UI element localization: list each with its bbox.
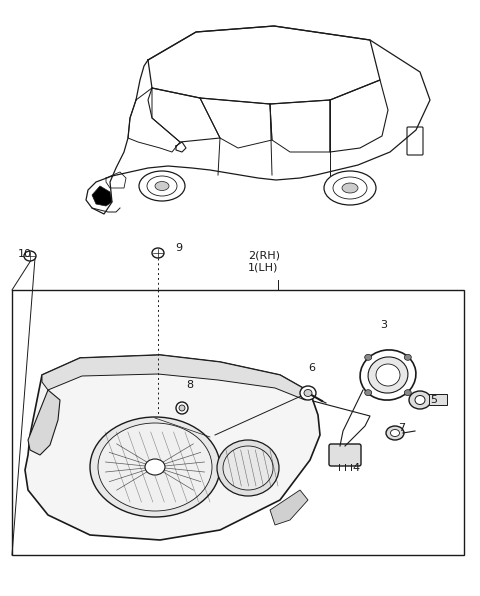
- Polygon shape: [92, 186, 112, 206]
- Ellipse shape: [404, 390, 411, 396]
- Ellipse shape: [139, 171, 185, 201]
- Text: 8: 8: [186, 380, 193, 390]
- Polygon shape: [25, 355, 320, 540]
- FancyBboxPatch shape: [329, 444, 361, 466]
- Ellipse shape: [217, 440, 279, 496]
- Ellipse shape: [145, 459, 165, 475]
- Ellipse shape: [376, 364, 400, 386]
- Ellipse shape: [391, 430, 399, 436]
- Ellipse shape: [415, 396, 425, 405]
- Ellipse shape: [304, 390, 312, 396]
- Text: 5: 5: [430, 395, 437, 405]
- Text: 7: 7: [398, 423, 405, 433]
- Ellipse shape: [333, 177, 367, 199]
- Ellipse shape: [152, 248, 164, 258]
- Ellipse shape: [342, 183, 358, 193]
- Ellipse shape: [365, 390, 372, 396]
- Ellipse shape: [404, 355, 411, 361]
- Ellipse shape: [147, 176, 177, 196]
- FancyBboxPatch shape: [429, 394, 447, 405]
- Polygon shape: [270, 490, 308, 525]
- Ellipse shape: [98, 423, 212, 511]
- Ellipse shape: [300, 386, 316, 400]
- FancyBboxPatch shape: [407, 127, 423, 155]
- Text: 10: 10: [18, 249, 32, 259]
- Text: 2(RH): 2(RH): [248, 251, 280, 261]
- Ellipse shape: [176, 402, 188, 414]
- Ellipse shape: [368, 357, 408, 393]
- Ellipse shape: [155, 182, 169, 191]
- Ellipse shape: [386, 426, 404, 440]
- Ellipse shape: [365, 355, 372, 361]
- Ellipse shape: [24, 251, 36, 261]
- Text: 9: 9: [175, 243, 182, 253]
- Polygon shape: [42, 355, 310, 400]
- Ellipse shape: [223, 446, 273, 490]
- Text: 6: 6: [308, 363, 315, 373]
- Ellipse shape: [409, 391, 431, 409]
- Text: 1(LH): 1(LH): [248, 263, 278, 273]
- Ellipse shape: [360, 350, 416, 400]
- Ellipse shape: [90, 417, 220, 517]
- Ellipse shape: [324, 171, 376, 205]
- Text: 4: 4: [352, 463, 359, 473]
- Text: 3: 3: [380, 320, 387, 330]
- Polygon shape: [28, 390, 60, 455]
- Ellipse shape: [179, 405, 185, 411]
- FancyBboxPatch shape: [12, 290, 464, 555]
